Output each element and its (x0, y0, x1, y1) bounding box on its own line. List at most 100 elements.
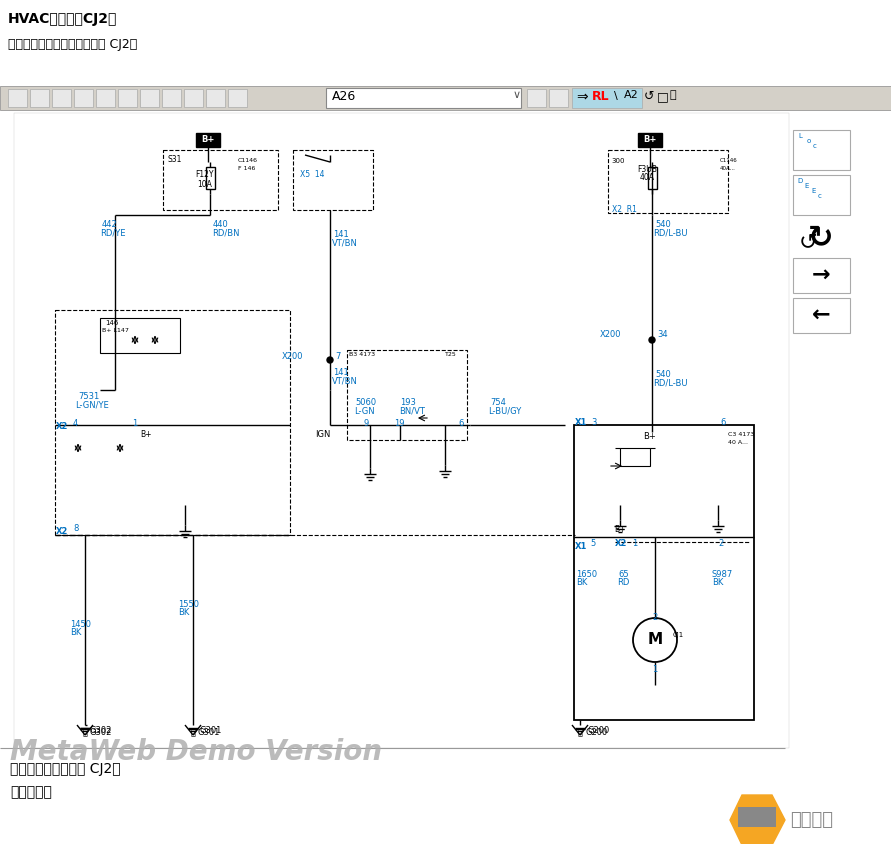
Text: 141: 141 (333, 230, 348, 239)
Text: 34: 34 (657, 330, 667, 339)
Text: c: c (813, 143, 817, 149)
Bar (52, 89, 71, 107)
Text: 442: 442 (102, 220, 118, 229)
Bar (549, 89, 568, 107)
Text: E: E (811, 188, 815, 194)
Text: B+: B+ (643, 432, 656, 441)
Text: 193: 193 (400, 398, 416, 407)
Text: 2: 2 (718, 539, 723, 548)
Text: 1: 1 (132, 419, 137, 428)
Text: F3UB: F3UB (637, 165, 657, 174)
Bar (196, 133, 220, 147)
Text: 1650: 1650 (576, 570, 597, 579)
Text: X2: X2 (56, 422, 69, 431)
Text: ⎍: ⎍ (577, 728, 583, 737)
Bar (527, 89, 546, 107)
Bar (14, 113, 789, 748)
Text: RD/L-BU: RD/L-BU (653, 378, 688, 387)
Text: C1146: C1146 (720, 158, 738, 163)
Text: \: \ (614, 91, 617, 101)
Text: 1: 1 (652, 665, 658, 674)
Text: 146: 146 (105, 320, 119, 326)
Text: G301: G301 (200, 726, 223, 735)
Bar (574, 425, 754, 720)
Text: X2  R1: X2 R1 (612, 205, 637, 214)
Text: 754: 754 (490, 398, 506, 407)
Text: HVAC示意图（CJ2）: HVAC示意图（CJ2） (8, 12, 118, 26)
Text: 40A...: 40A... (720, 166, 736, 171)
Bar (74, 89, 93, 107)
Bar (608, 150, 728, 213)
Text: 65: 65 (618, 570, 629, 579)
Text: 5060: 5060 (355, 398, 376, 407)
Bar (140, 89, 159, 107)
Text: ←: ← (812, 305, 830, 325)
Bar (228, 89, 247, 107)
Text: VT/BN: VT/BN (332, 238, 358, 247)
Text: E: E (804, 183, 808, 189)
Text: 40A: 40A (640, 173, 655, 182)
Bar (793, 298, 850, 333)
Text: C1146: C1146 (238, 158, 258, 163)
Bar (738, 807, 776, 827)
Bar (347, 350, 467, 440)
Text: IGN: IGN (315, 430, 331, 439)
Bar (793, 175, 850, 215)
Text: 7: 7 (335, 352, 340, 361)
Text: →: → (812, 265, 830, 285)
Text: 300: 300 (611, 158, 625, 164)
Text: T25: T25 (445, 352, 457, 357)
Bar (8, 89, 27, 107)
Bar (55, 310, 290, 535)
Text: BK: BK (576, 578, 587, 587)
Text: S987: S987 (712, 570, 733, 579)
Text: ⌒: ⌒ (670, 90, 676, 100)
Text: BK: BK (712, 578, 723, 587)
Text: 击显示图片: 击显示图片 (10, 785, 52, 799)
Text: B3 4173: B3 4173 (349, 352, 375, 357)
Text: B+ L147: B+ L147 (102, 328, 129, 333)
Bar (163, 150, 278, 210)
Text: 6: 6 (458, 419, 463, 428)
Text: L-GN: L-GN (354, 407, 374, 416)
Text: X2: X2 (56, 527, 69, 536)
Text: G302: G302 (90, 726, 112, 735)
Text: BK: BK (178, 608, 190, 617)
Text: G302: G302 (90, 728, 112, 737)
Text: BN/VT: BN/VT (399, 407, 425, 416)
Text: X2: X2 (615, 539, 627, 548)
Text: F12Y: F12Y (195, 170, 214, 179)
Text: 1450: 1450 (70, 620, 91, 629)
Text: ↺: ↺ (798, 232, 817, 252)
Text: B+: B+ (140, 430, 151, 439)
Text: 19: 19 (394, 419, 405, 428)
Text: 10A: 10A (197, 180, 212, 189)
Circle shape (327, 357, 333, 363)
Text: ∨: ∨ (513, 90, 521, 100)
Text: RD/BN: RD/BN (212, 228, 240, 237)
Text: MetaWeb Demo Version: MetaWeb Demo Version (10, 738, 382, 766)
Bar (648, 167, 657, 189)
Text: X200: X200 (600, 330, 622, 339)
Text: 4: 4 (73, 419, 78, 428)
Bar (30, 89, 49, 107)
Text: 8: 8 (73, 524, 78, 533)
Bar (620, 448, 650, 466)
Text: L-BU/GY: L-BU/GY (488, 407, 521, 416)
Text: ↺: ↺ (644, 90, 655, 103)
Polygon shape (730, 795, 785, 844)
Text: ⎍: ⎍ (191, 728, 195, 737)
Text: L-GN/YE: L-GN/YE (75, 400, 109, 409)
Text: M: M (648, 632, 663, 647)
Text: G200: G200 (587, 726, 609, 735)
Text: 2: 2 (652, 613, 658, 622)
Text: 压缩机控制装置（带 CJ2）: 压缩机控制装置（带 CJ2） (10, 762, 120, 776)
Bar (118, 89, 137, 107)
Text: 7531: 7531 (78, 392, 99, 401)
Text: S31: S31 (167, 155, 182, 164)
Text: 汽修帮手: 汽修帮手 (790, 811, 833, 829)
Circle shape (649, 337, 655, 343)
Bar (0, 86, 891, 110)
Bar (162, 89, 181, 107)
Text: B+: B+ (201, 136, 215, 144)
